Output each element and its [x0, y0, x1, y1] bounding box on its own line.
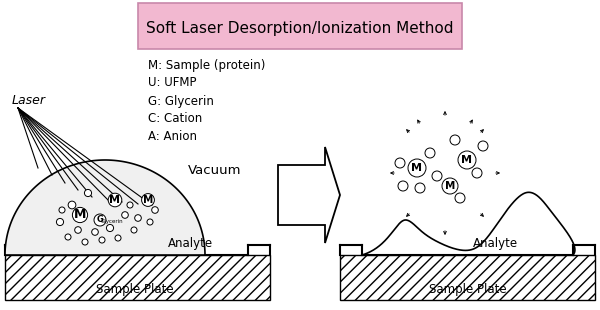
Text: Glycerin: Glycerin — [101, 219, 124, 224]
Circle shape — [442, 178, 458, 194]
Circle shape — [99, 237, 105, 243]
Circle shape — [408, 159, 426, 177]
Circle shape — [65, 234, 71, 240]
FancyBboxPatch shape — [138, 3, 462, 49]
Text: Analyte: Analyte — [167, 237, 212, 250]
Circle shape — [106, 224, 113, 232]
Polygon shape — [5, 160, 205, 255]
Circle shape — [56, 219, 64, 226]
Circle shape — [82, 239, 88, 245]
Text: Soft Laser Desorption/Ionization Method: Soft Laser Desorption/Ionization Method — [146, 20, 454, 36]
Bar — [340, 255, 595, 300]
Circle shape — [478, 141, 488, 151]
Circle shape — [131, 227, 137, 233]
Text: M: M — [74, 209, 86, 222]
Circle shape — [68, 201, 76, 209]
Circle shape — [458, 151, 476, 169]
Circle shape — [134, 215, 142, 221]
Text: Sample Plate: Sample Plate — [96, 284, 174, 296]
Text: M: M — [461, 155, 473, 165]
Text: G: Glycerin: G: Glycerin — [148, 95, 214, 108]
Circle shape — [127, 202, 133, 208]
Circle shape — [425, 148, 435, 158]
Circle shape — [450, 135, 460, 145]
Text: M: Sample (protein): M: Sample (protein) — [148, 59, 265, 72]
Circle shape — [94, 214, 106, 226]
Bar — [5, 255, 270, 300]
Circle shape — [73, 207, 88, 223]
Circle shape — [59, 207, 65, 213]
Circle shape — [147, 219, 153, 225]
Circle shape — [142, 194, 154, 206]
Text: M: M — [110, 195, 121, 205]
Text: M: M — [143, 195, 153, 205]
Polygon shape — [278, 147, 340, 243]
Circle shape — [75, 227, 82, 233]
Text: U: UFMP: U: UFMP — [148, 77, 197, 90]
Text: C: Cation: C: Cation — [148, 113, 202, 126]
Text: Analyte: Analyte — [472, 237, 518, 250]
Circle shape — [415, 183, 425, 193]
Text: M: M — [445, 181, 455, 191]
Circle shape — [122, 212, 128, 218]
Circle shape — [455, 193, 465, 203]
Circle shape — [108, 193, 122, 207]
Text: M: M — [412, 163, 422, 173]
Circle shape — [432, 171, 442, 181]
Circle shape — [395, 158, 405, 168]
Text: A: Anion: A: Anion — [148, 131, 197, 144]
Circle shape — [472, 168, 482, 178]
Circle shape — [115, 235, 121, 241]
Circle shape — [92, 229, 98, 235]
Text: Laser: Laser — [12, 94, 46, 107]
Text: G: G — [97, 215, 103, 224]
Text: Vacuum: Vacuum — [188, 163, 242, 176]
Text: Sample Plate: Sample Plate — [429, 284, 507, 296]
Circle shape — [152, 207, 158, 213]
Circle shape — [398, 181, 408, 191]
Circle shape — [85, 189, 92, 197]
